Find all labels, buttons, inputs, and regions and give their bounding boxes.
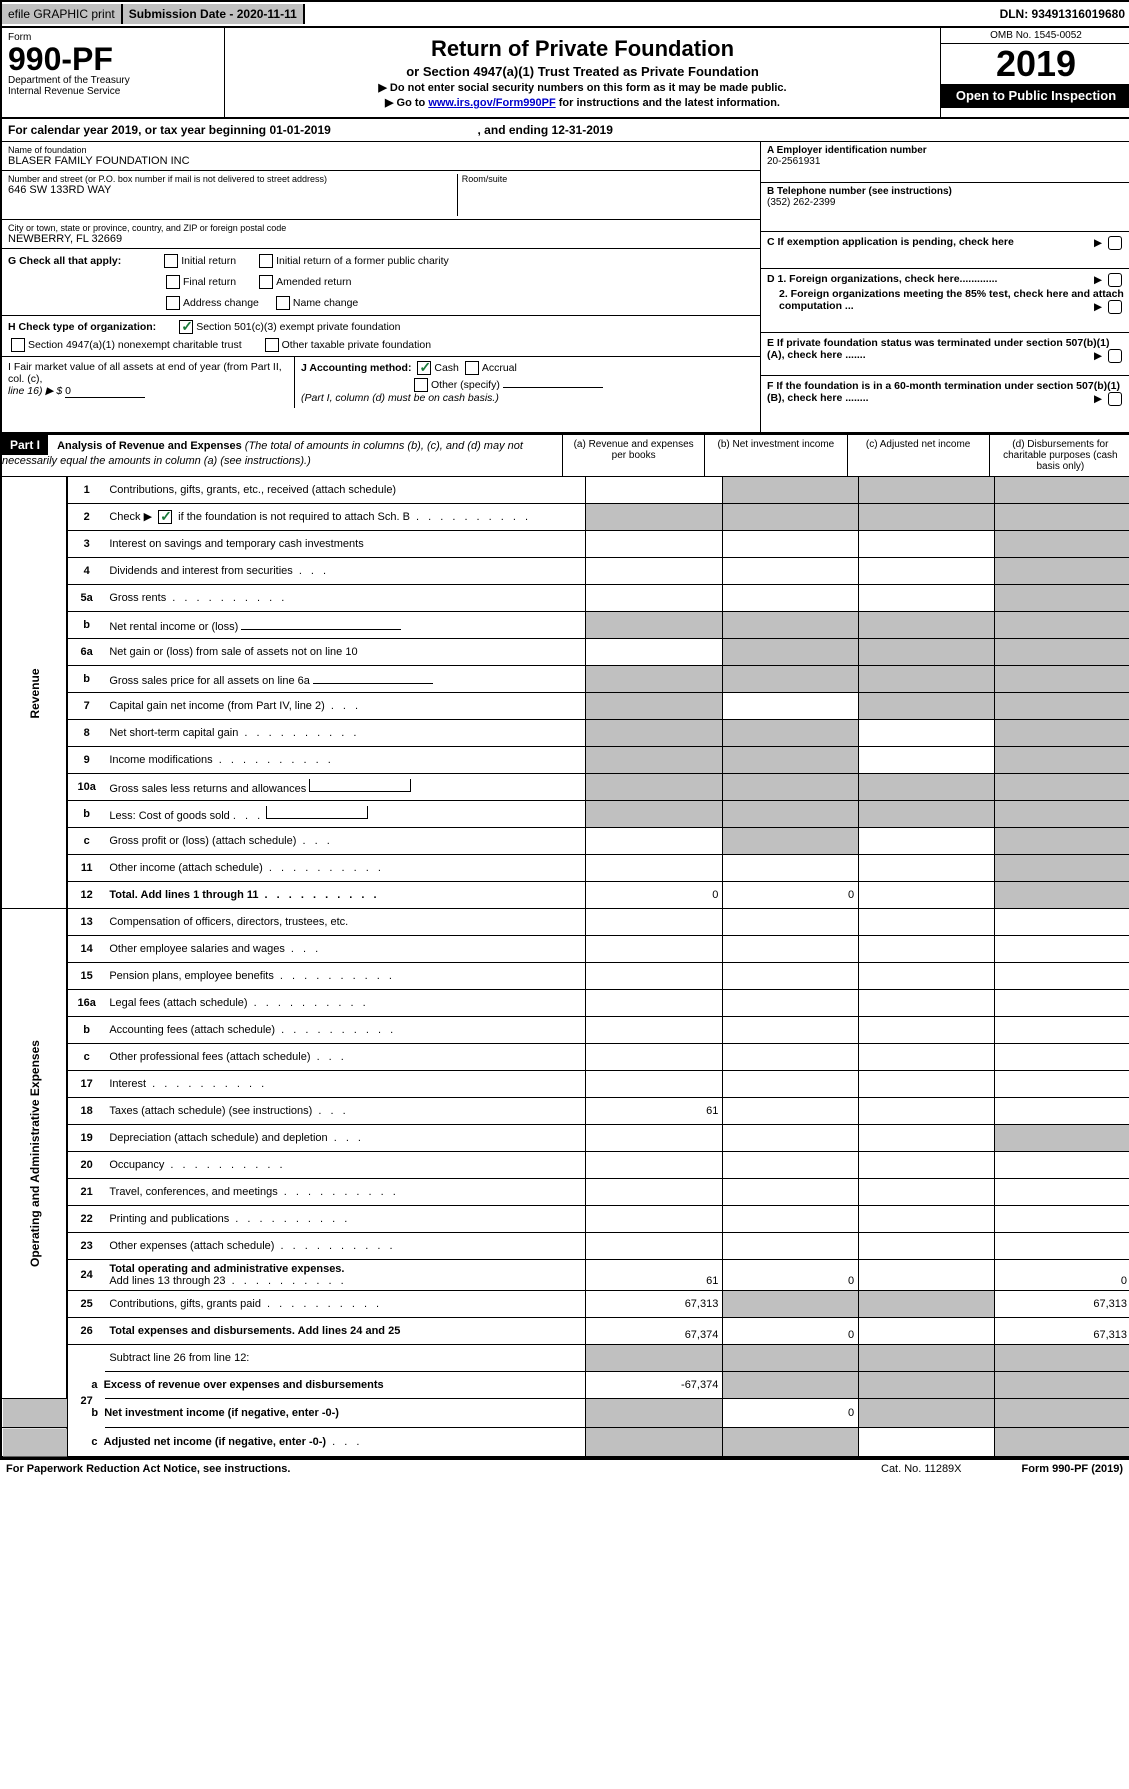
checkbox-c[interactable] <box>1108 236 1122 250</box>
header-left: Form 990-PF Department of the Treasury I… <box>2 28 225 117</box>
section-ij: I Fair market value of all assets at end… <box>2 357 760 408</box>
form-ref: Form 990-PF (2019) <box>1022 1463 1123 1475</box>
h-label: H Check type of organization: <box>8 321 156 333</box>
efile-label: efile GRAPHIC print <box>2 4 123 24</box>
expenses-side-label: Operating and Administrative Expenses <box>2 909 67 1399</box>
foundation-address: 646 SW 133RD WAY <box>8 184 754 196</box>
fmv-value: 0 <box>65 385 145 398</box>
city-cell: City or town, state or province, country… <box>2 220 760 249</box>
room-suite-label: Room/suite <box>457 174 508 216</box>
foundation-name-cell: Name of foundation BLASER FAMILY FOUNDAT… <box>2 142 760 171</box>
ssn-warning: ▶ Do not enter social security numbers o… <box>229 81 936 94</box>
col-d-header: (d) Disbursements for charitable purpose… <box>990 435 1129 476</box>
submission-date: Submission Date - 2020-11-11 <box>123 4 305 24</box>
form-header: Form 990-PF Department of the Treasury I… <box>2 28 1129 119</box>
section-f: F If the foundation is in a 60-month ter… <box>761 376 1129 432</box>
checkbox-name-change[interactable] <box>276 296 290 310</box>
phone-value: (352) 262-2399 <box>767 197 835 208</box>
section-i: I Fair market value of all assets at end… <box>2 357 295 408</box>
irs-label: Internal Revenue Service <box>8 86 218 97</box>
dept-label: Department of the Treasury <box>8 75 218 86</box>
section-j: J Accounting method: Cash Accrual Other … <box>295 357 760 408</box>
checkbox-address-change[interactable] <box>166 296 180 310</box>
page-footer: For Paperwork Reduction Act Notice, see … <box>0 1460 1129 1478</box>
address-cell: Number and street (or P.O. box number if… <box>2 171 760 220</box>
section-e: E If private foundation status was termi… <box>761 333 1129 376</box>
checkbox-other-taxable[interactable] <box>265 338 279 352</box>
line-2: 2Check ▶ if the foundation is not requir… <box>2 504 1129 531</box>
col-b-header: (b) Net investment income <box>705 435 847 476</box>
ein-value: 20-2561931 <box>767 156 820 167</box>
form-990pf: efile GRAPHIC print Submission Date - 20… <box>0 0 1129 1460</box>
checkbox-d1[interactable] <box>1108 273 1122 287</box>
checkbox-f[interactable] <box>1108 392 1122 406</box>
line-27c-row: c Adjusted net income (if negative, ente… <box>2 1428 1129 1458</box>
open-public-label: Open to Public Inspection <box>941 84 1129 108</box>
form-subtitle: or Section 4947(a)(1) Trust Treated as P… <box>229 64 936 79</box>
col-c-header: (c) Adjusted net income <box>848 435 990 476</box>
paperwork-notice: For Paperwork Reduction Act Notice, see … <box>6 1463 290 1475</box>
foundation-city: NEWBERRY, FL 32669 <box>8 233 754 245</box>
entity-left: Name of foundation BLASER FAMILY FOUNDAT… <box>2 142 760 432</box>
form-number: 990-PF <box>8 43 218 75</box>
checkbox-amended[interactable] <box>259 275 273 289</box>
checkbox-e[interactable] <box>1108 349 1122 363</box>
form-title: Return of Private Foundation <box>229 36 936 62</box>
omb-number: OMB No. 1545-0052 <box>941 28 1129 44</box>
g-label: G Check all that apply: <box>8 255 121 267</box>
checkbox-initial-former[interactable] <box>259 254 273 268</box>
checkbox-501c3[interactable] <box>179 320 193 334</box>
part1-label: Part I <box>2 435 48 455</box>
foundation-name: BLASER FAMILY FOUNDATION INC <box>8 155 754 167</box>
section-d: D 1. Foreign organizations, check here..… <box>761 269 1129 333</box>
dln-label: DLN: 93491316019680 <box>994 4 1129 24</box>
phone-cell: B Telephone number (see instructions) (3… <box>761 183 1129 232</box>
checkbox-accrual[interactable] <box>465 361 479 375</box>
checkbox-sch-b[interactable] <box>158 510 172 524</box>
section-h: H Check type of organization: Section 50… <box>2 316 760 357</box>
revenue-side-label: Revenue <box>2 477 67 909</box>
checkbox-other-method[interactable] <box>414 378 428 392</box>
checkbox-final-return[interactable] <box>166 275 180 289</box>
col-a-header: (a) Revenue and expenses per books <box>563 435 705 476</box>
checkbox-4947[interactable] <box>11 338 25 352</box>
calendar-year-row: For calendar year 2019, or tax year begi… <box>2 119 1129 142</box>
irs-link[interactable]: www.irs.gov/Form990PF <box>428 97 555 109</box>
checkbox-cash[interactable] <box>417 361 431 375</box>
entity-right: A Employer identification number 20-2561… <box>760 142 1129 432</box>
entity-info: Name of foundation BLASER FAMILY FOUNDAT… <box>2 142 1129 433</box>
link-line: ▶ Go to www.irs.gov/Form990PF for instru… <box>229 96 936 109</box>
checkbox-initial-return[interactable] <box>164 254 178 268</box>
section-c: C If exemption application is pending, c… <box>761 232 1129 269</box>
header-mid: Return of Private Foundation or Section … <box>225 28 940 117</box>
part1-table: Revenue 1Contributions, gifts, grants, e… <box>2 477 1129 1458</box>
line-1: Revenue 1Contributions, gifts, grants, e… <box>2 477 1129 504</box>
top-bar: efile GRAPHIC print Submission Date - 20… <box>2 2 1129 28</box>
header-right: OMB No. 1545-0052 2019 Open to Public In… <box>940 28 1129 117</box>
ein-cell: A Employer identification number 20-2561… <box>761 142 1129 183</box>
tax-year: 2019 <box>941 44 1129 84</box>
part1-header: Part I Analysis of Revenue and Expenses … <box>2 433 1129 477</box>
cat-number: Cat. No. 11289X <box>881 1463 962 1475</box>
checkbox-d2[interactable] <box>1108 300 1122 314</box>
line-27b-row: b Net investment income (if negative, en… <box>2 1399 1129 1428</box>
section-g: G Check all that apply: Initial return I… <box>2 249 760 316</box>
